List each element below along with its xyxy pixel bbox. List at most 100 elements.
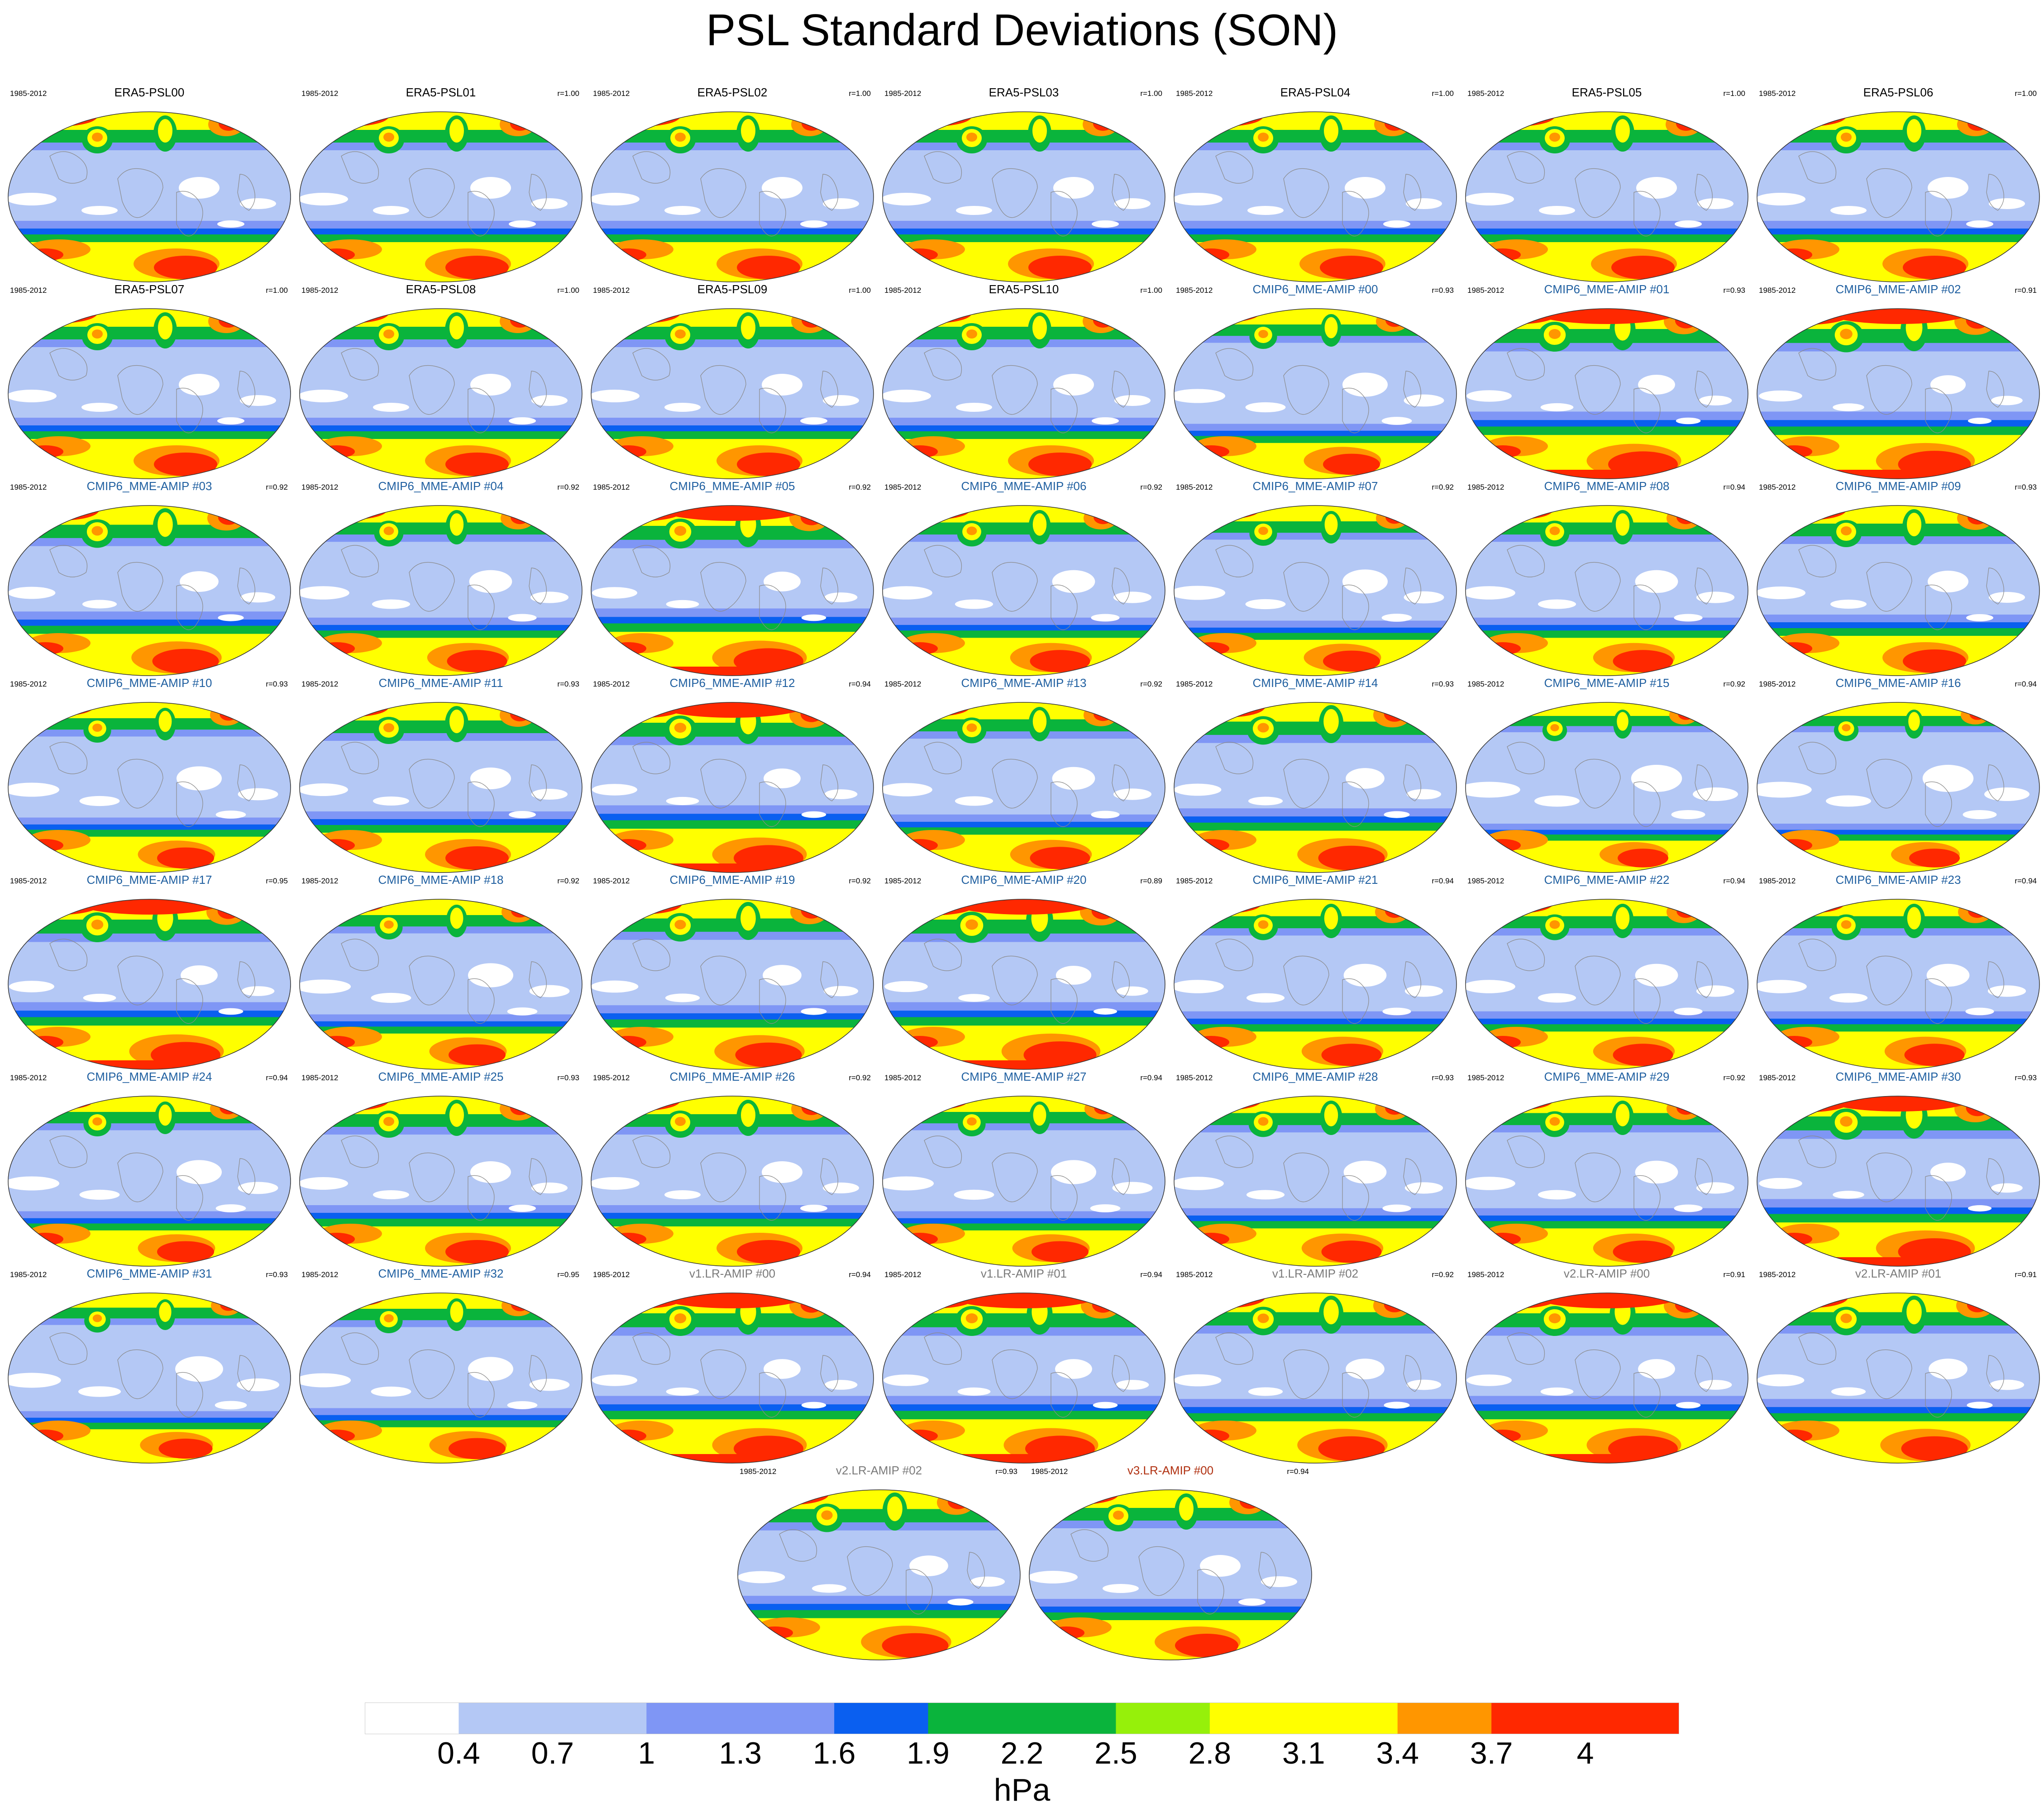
panel-correlation: r=0.93 xyxy=(557,680,579,688)
panel-title: ERA5-PSL04 xyxy=(1280,86,1351,99)
map-svg xyxy=(299,111,583,282)
colorbar-box xyxy=(1397,1703,1492,1734)
map-panel: 1985-2012 CMIP6_MME-AMIP #05 r=0.92 xyxy=(587,479,877,677)
panel-period: 1985-2012 xyxy=(1759,877,1796,885)
coastline xyxy=(632,151,838,237)
coastline xyxy=(1507,939,1713,1024)
map-field xyxy=(1174,309,1457,479)
colorbar-box xyxy=(1022,1703,1116,1734)
coastline xyxy=(924,348,1130,434)
coastline xyxy=(1507,545,1713,630)
map-panel: 1985-2012 ERA5-PSL01 r=1.00 xyxy=(296,86,586,283)
panel-correlation: r=1.00 xyxy=(1723,89,1745,98)
panel-period: 1985-2012 xyxy=(1176,680,1213,688)
map-field xyxy=(1174,112,1457,282)
panel-period: 1985-2012 xyxy=(884,483,922,491)
map-outline xyxy=(8,899,291,1070)
map-panel: 1985-2012 CMIP6_MME-AMIP #18 r=0.92 xyxy=(296,873,586,1070)
coastline xyxy=(1507,151,1713,237)
panel-correlation: r=1.00 xyxy=(557,89,579,98)
map-svg xyxy=(1757,899,2040,1070)
map-svg xyxy=(1757,1292,2040,1464)
colorbar-box xyxy=(740,1703,835,1734)
map-panel: 1985-2012 CMIP6_MME-AMIP #09 r=0.93 xyxy=(1753,479,2043,677)
coastline xyxy=(1507,1332,1713,1418)
colorbar-box xyxy=(646,1703,741,1734)
map-svg xyxy=(1465,899,1748,1070)
map-field xyxy=(1174,899,1457,1069)
panel-period: 1985-2012 xyxy=(1176,1073,1213,1082)
panel-period: 1985-2012 xyxy=(10,680,47,688)
map-svg xyxy=(299,1292,583,1464)
panel-period: 1985-2012 xyxy=(1759,680,1796,688)
panel-period: 1985-2012 xyxy=(1467,286,1504,295)
panel-correlation: r=0.94 xyxy=(1287,1467,1309,1476)
map-panel: 1985-2012 CMIP6_MME-AMIP #11 r=0.93 xyxy=(296,676,586,873)
panel-correlation: r=0.93 xyxy=(1723,286,1745,295)
panel-title: CMIP6_MME-AMIP #01 xyxy=(1544,282,1670,296)
map-field xyxy=(883,1096,1165,1266)
map-svg xyxy=(1757,308,2040,479)
coastline xyxy=(632,545,838,630)
colorbar-tick-label: 3.7 xyxy=(1470,1736,1513,1770)
map-field xyxy=(1029,1490,1312,1660)
colorbar-tick-label: 2.5 xyxy=(1094,1736,1137,1770)
coastline xyxy=(632,348,838,434)
map-svg xyxy=(591,899,874,1070)
panel-period: 1985-2012 xyxy=(740,1467,777,1476)
panel-period: 1985-2012 xyxy=(1467,89,1504,98)
panel-title: ERA5-PSL08 xyxy=(406,282,476,296)
panel-period: 1985-2012 xyxy=(301,286,339,295)
map-svg xyxy=(8,1096,291,1267)
map-panel: 1985-2012 CMIP6_MME-AMIP #08 r=0.94 xyxy=(1462,479,1752,677)
panel-correlation: r=1.00 xyxy=(1432,89,1454,98)
map-outline xyxy=(882,111,1165,282)
map-panel: 1985-2012 CMIP6_MME-AMIP #25 r=0.93 xyxy=(296,1070,586,1267)
panel-period: 1985-2012 xyxy=(10,286,47,295)
map-svg xyxy=(1465,505,1748,676)
panel-period: 1985-2012 xyxy=(1176,286,1213,295)
map-field xyxy=(300,1096,582,1266)
coastline xyxy=(341,545,547,630)
panel-period: 1985-2012 xyxy=(301,1270,339,1279)
map-outline xyxy=(8,1292,291,1464)
panel-title: CMIP6_MME-AMIP #31 xyxy=(86,1267,212,1280)
coastline xyxy=(1215,545,1421,630)
panel-correlation: r=0.92 xyxy=(1140,680,1162,688)
map-panel: 1985-2012 CMIP6_MME-AMIP #30 r=0.93 xyxy=(1753,1070,2043,1267)
coastline xyxy=(341,939,547,1024)
panel-period: 1985-2012 xyxy=(301,680,339,688)
panel-period: 1985-2012 xyxy=(1031,1467,1068,1476)
map-outline xyxy=(1465,702,1748,873)
coastline xyxy=(1215,939,1421,1024)
map-outline xyxy=(1174,702,1457,873)
map-panel: 1985-2012 CMIP6_MME-AMIP #31 r=0.93 xyxy=(5,1267,294,1464)
map-outline xyxy=(1174,111,1457,282)
panel-title: CMIP6_MME-AMIP #26 xyxy=(669,1070,795,1083)
map-outline xyxy=(591,1096,874,1267)
map-svg xyxy=(8,702,291,873)
coastline xyxy=(632,742,838,827)
coastline xyxy=(341,742,547,827)
map-panel: 1985-2012 CMIP6_MME-AMIP #32 r=0.95 xyxy=(296,1267,586,1464)
panel-period: 1985-2012 xyxy=(884,680,922,688)
map-field xyxy=(8,1096,291,1266)
map-field xyxy=(1466,112,1748,282)
coastline xyxy=(49,545,255,630)
colorbar-tick-label: 0.7 xyxy=(531,1736,574,1770)
panel-correlation: r=0.93 xyxy=(2015,1073,2037,1082)
panel-title: v1.LR-AMIP #02 xyxy=(1272,1267,1359,1280)
map-svg xyxy=(1465,1292,1748,1464)
coastline xyxy=(1798,939,2004,1024)
map-outline xyxy=(299,702,583,873)
coastline xyxy=(1215,1332,1421,1418)
map-outline xyxy=(8,702,291,873)
panel-period: 1985-2012 xyxy=(1467,1073,1504,1082)
map-outline xyxy=(1757,505,2040,676)
coastline xyxy=(924,151,1130,237)
colorbar-box xyxy=(365,1703,459,1734)
map-field xyxy=(1174,1293,1457,1463)
panel-title: CMIP6_MME-AMIP #14 xyxy=(1252,676,1378,690)
panel-title: v2.LR-AMIP #01 xyxy=(1855,1267,1942,1280)
panel-correlation: r=1.00 xyxy=(1140,89,1162,98)
